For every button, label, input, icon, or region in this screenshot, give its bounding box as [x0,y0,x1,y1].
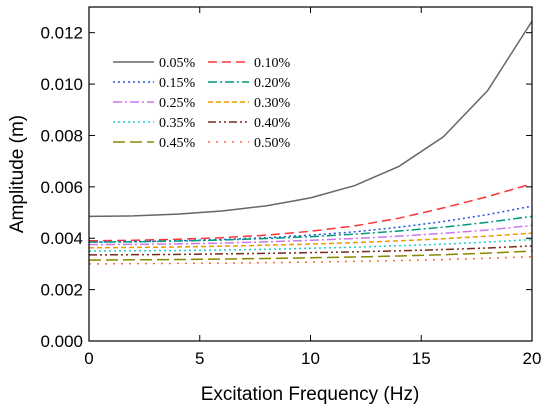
x-axis-title: Excitation Frequency (Hz) [201,384,420,405]
legend-label: 0.15% [159,76,196,91]
series-line-4 [88,215,533,243]
x-tick-label: 20 [523,349,542,368]
y-tick-label: 0.008 [40,126,83,145]
legend: 0.05% 0.10% 0.15% 0.20% 0.25% 0.30% 0.35% 0.40%… [113,56,291,151]
x-tick-label: 5 [195,349,204,368]
series-line-5 [88,224,533,246]
legend-label: 0.35% [159,116,196,131]
y-tick-label: 0.006 [40,178,83,197]
axis-ticks: 0 5 10 15 20 0.000 0.002 0.004 0.006 0.008 0.010 0.… [40,7,541,368]
plot-frame [88,6,533,342]
legend-label: 0.45% [159,136,196,151]
x-tick-label: 0 [84,349,93,368]
series-line-10 [88,255,533,265]
y-tick-label: 0.012 [40,24,83,43]
series-line-6 [88,232,533,249]
legend-label: 0.05% [159,56,196,71]
y-tick-label: 0.002 [40,281,83,300]
y-axis-title: Amplitude (m) [7,115,28,233]
series-line-7 [88,238,533,252]
legend-label: 0.10% [254,56,291,71]
plot-lines [88,20,533,265]
legend-label: 0.30% [254,96,291,111]
legend-label: 0.25% [159,96,196,111]
legend-label: 0.40% [254,116,291,131]
series-line-9 [88,250,533,261]
legend-label: 0.50% [254,136,291,151]
legend-label: 0.20% [254,76,291,91]
x-tick-label: 15 [412,349,431,368]
series-line-1 [88,20,533,218]
series-line-3 [88,205,533,243]
series-line-2 [88,183,533,242]
series-line-8 [88,245,533,256]
x-tick-label: 10 [301,349,320,368]
y-tick-label: 0.000 [40,332,83,351]
y-tick-label: 0.010 [40,75,83,94]
y-tick-label: 0.004 [40,229,83,248]
